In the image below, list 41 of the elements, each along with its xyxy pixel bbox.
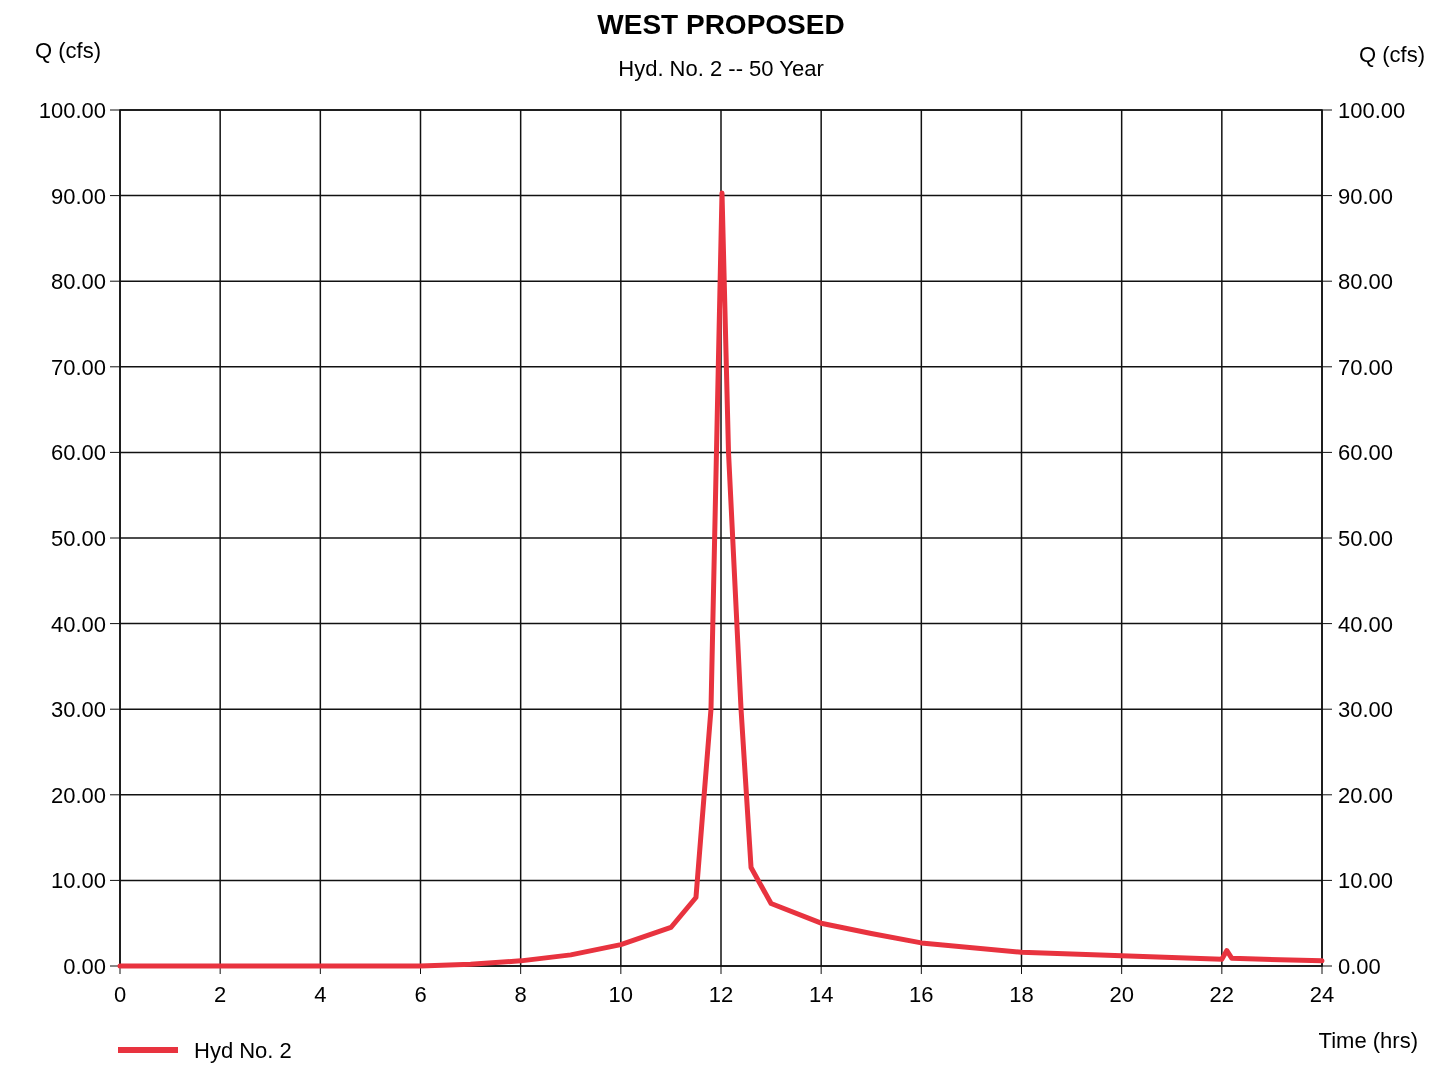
legend-label: Hyd No. 2: [194, 1038, 292, 1063]
y-tick-label: 100.00: [38, 98, 106, 123]
y2-tick-label: 60.00: [1338, 440, 1394, 466]
y-tick-label: 30.00: [50, 697, 106, 723]
y-tick-label: 70.00: [50, 354, 106, 380]
y2-tick-label: 70.00: [1338, 354, 1394, 380]
y-tick-label: 40.00: [50, 611, 106, 637]
y-tick-label: 0.00: [63, 954, 106, 979]
x-tick-label: 4: [314, 982, 327, 1007]
y-tick-label: 50.00: [50, 526, 106, 551]
y2-tick-label: 40.00: [1338, 611, 1394, 637]
x-tick-label: 10: [608, 982, 634, 1007]
y2-tick-label: 10.00: [1338, 868, 1394, 894]
x-tick-label: 18: [1009, 982, 1034, 1007]
y2-tick-label: 100.00: [1338, 98, 1406, 123]
x-tick-label: 20: [1109, 982, 1134, 1007]
y2-tick-label: 90.00: [1338, 183, 1394, 209]
y-tick-label: 60.00: [50, 440, 106, 466]
x-tick-label: 24: [1309, 982, 1335, 1007]
y2-tick-label: 80.00: [1338, 269, 1394, 295]
y2-tick-label: 30.00: [1338, 697, 1394, 723]
x-tick-label: 14: [808, 982, 834, 1007]
x-tick-label: 8: [514, 982, 527, 1007]
y2-tick-label: 20.00: [1338, 782, 1394, 808]
y-tick-label: 10.00: [50, 868, 106, 894]
y-tick-label: 80.00: [50, 269, 106, 295]
y2-tick-label: 0.00: [1338, 954, 1381, 979]
x-tick-label: 12: [708, 982, 734, 1007]
y2-tick-label: 50.00: [1338, 526, 1394, 551]
x-tick-label: 16: [909, 982, 934, 1007]
x-axis-title: Time (hrs): [1318, 1028, 1418, 1053]
chart-title: WEST PROPOSED: [597, 9, 845, 40]
y2-axis-title: Q (cfs): [1359, 42, 1425, 67]
y-axis-title: Q (cfs): [35, 38, 101, 63]
chart-subtitle: Hyd. No. 2 -- 50 Year: [618, 56, 824, 81]
x-tick-label: 2: [214, 982, 227, 1007]
y-tick-label: 20.00: [50, 782, 106, 808]
x-tick-label: 0: [113, 982, 127, 1007]
y-tick-label: 90.00: [50, 183, 106, 209]
x-tick-label: 22: [1209, 982, 1235, 1007]
x-tick-label: 6: [414, 982, 427, 1007]
